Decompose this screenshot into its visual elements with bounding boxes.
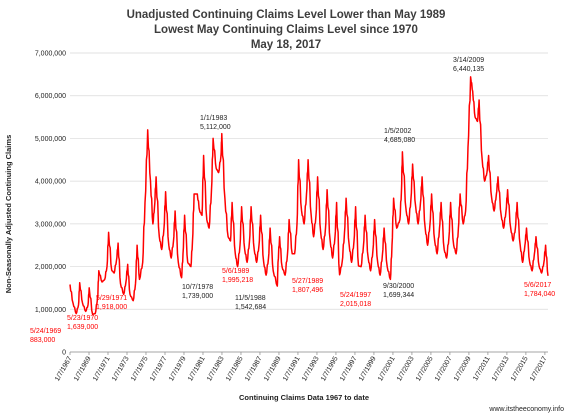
annotation-date: 1/1/1983 bbox=[200, 115, 227, 122]
annotation-value: 883,000 bbox=[30, 337, 55, 344]
annotation-date: 9/30/2000 bbox=[383, 283, 414, 290]
annotation-1: 5/23/1970 1,639,000 bbox=[67, 315, 98, 331]
y-axis-label: Non-Seasonally Adjusted Continuing Claim… bbox=[4, 135, 13, 294]
annotation-2: 5/29/1971 1,918,000 bbox=[96, 295, 127, 311]
annotation-value: 1,699,344 bbox=[383, 292, 414, 299]
annotation-date: 5/24/1969 bbox=[30, 328, 61, 335]
annotation-date: 10/7/1978 bbox=[182, 284, 213, 291]
series-line-0 bbox=[69, 76, 549, 316]
annotation-value: 1,995,218 bbox=[222, 277, 253, 284]
annotation-value: 1,807,496 bbox=[292, 287, 323, 294]
annotation-value: 1,639,000 bbox=[67, 324, 98, 331]
chart-title-line-3: May 18, 2017 bbox=[251, 39, 321, 51]
chart-title-line-1: Unadjusted Continuing Claims Level Lower… bbox=[127, 9, 446, 21]
y-tick-label: 6,000,000 bbox=[35, 93, 66, 100]
y-tick-label: 7,000,000 bbox=[35, 51, 66, 58]
annotation-date: 5/6/2017 bbox=[524, 282, 551, 289]
source-credit: www.itstheeconomy.info bbox=[488, 406, 564, 413]
annotation-date: 5/24/1997 bbox=[340, 292, 371, 299]
y-tick-label: 5,000,000 bbox=[35, 136, 66, 143]
annotation-3: 10/7/1978 1,739,000 bbox=[182, 284, 213, 300]
y-tick-label: 2,000,000 bbox=[35, 264, 66, 271]
series-group bbox=[69, 76, 549, 316]
annotation-value: 1,784,040 bbox=[524, 291, 555, 298]
annotation-date: 3/14/2009 bbox=[453, 57, 484, 64]
annotation-value: 1,739,000 bbox=[182, 293, 213, 300]
annotation-value: 2,015,018 bbox=[340, 301, 371, 308]
annotation-value: 5,112,000 bbox=[200, 124, 231, 131]
annotation-date: 11/5/1988 bbox=[235, 295, 266, 302]
y-tick-label: 0 bbox=[62, 350, 66, 357]
annotation-value: 6,440,135 bbox=[453, 66, 484, 73]
y-tick-label: 3,000,000 bbox=[35, 221, 66, 228]
annotation-11: 3/14/2009 6,440,135 bbox=[453, 57, 484, 73]
annotation-date: 5/27/1989 bbox=[292, 278, 323, 285]
annotation-value: 1,918,000 bbox=[96, 304, 127, 311]
y-tick-label: 4,000,000 bbox=[35, 179, 66, 186]
chart-title-line-2: Lowest May Continuing Claims Level since… bbox=[154, 24, 418, 36]
annotation-9: 9/30/2000 1,699,344 bbox=[383, 283, 414, 299]
y-axis-ticks: 0 1,000,000 2,000,000 3,000,000 4,000,000 5,0… bbox=[35, 51, 66, 357]
annotation-date: 1/5/2002 bbox=[384, 128, 411, 135]
annotation-0: 5/24/1969 883,000 bbox=[30, 328, 61, 344]
annotations: 5/24/1969 883,000 5/23/1970 1,639,000 5/29/1… bbox=[30, 57, 555, 344]
annotation-5: 5/6/1989 1,995,218 bbox=[222, 268, 253, 284]
annotation-date: 5/23/1970 bbox=[67, 315, 98, 322]
annotation-6: 11/5/1988 1,542,684 bbox=[235, 295, 266, 311]
annotation-value: 1,542,684 bbox=[235, 304, 266, 311]
annotation-4: 1/1/1983 5,112,000 bbox=[200, 115, 231, 131]
chart-title: Unadjusted Continuing Claims Level Lower… bbox=[127, 9, 446, 51]
annotation-date: 5/6/1989 bbox=[222, 268, 249, 275]
annotation-value: 4,685,080 bbox=[384, 137, 415, 144]
annotation-7: 5/27/1989 1,807,496 bbox=[292, 278, 323, 294]
annotation-date: 5/29/1971 bbox=[96, 295, 127, 302]
annotation-8: 5/24/1997 2,015,018 bbox=[340, 292, 371, 308]
y-tick-label: 1,000,000 bbox=[35, 307, 66, 314]
annotation-12: 5/6/2017 1,784,040 bbox=[524, 282, 555, 298]
annotation-10: 1/5/2002 4,685,080 bbox=[384, 128, 415, 144]
x-axis-label: Continuing Claims Data 1967 to date bbox=[239, 393, 369, 402]
